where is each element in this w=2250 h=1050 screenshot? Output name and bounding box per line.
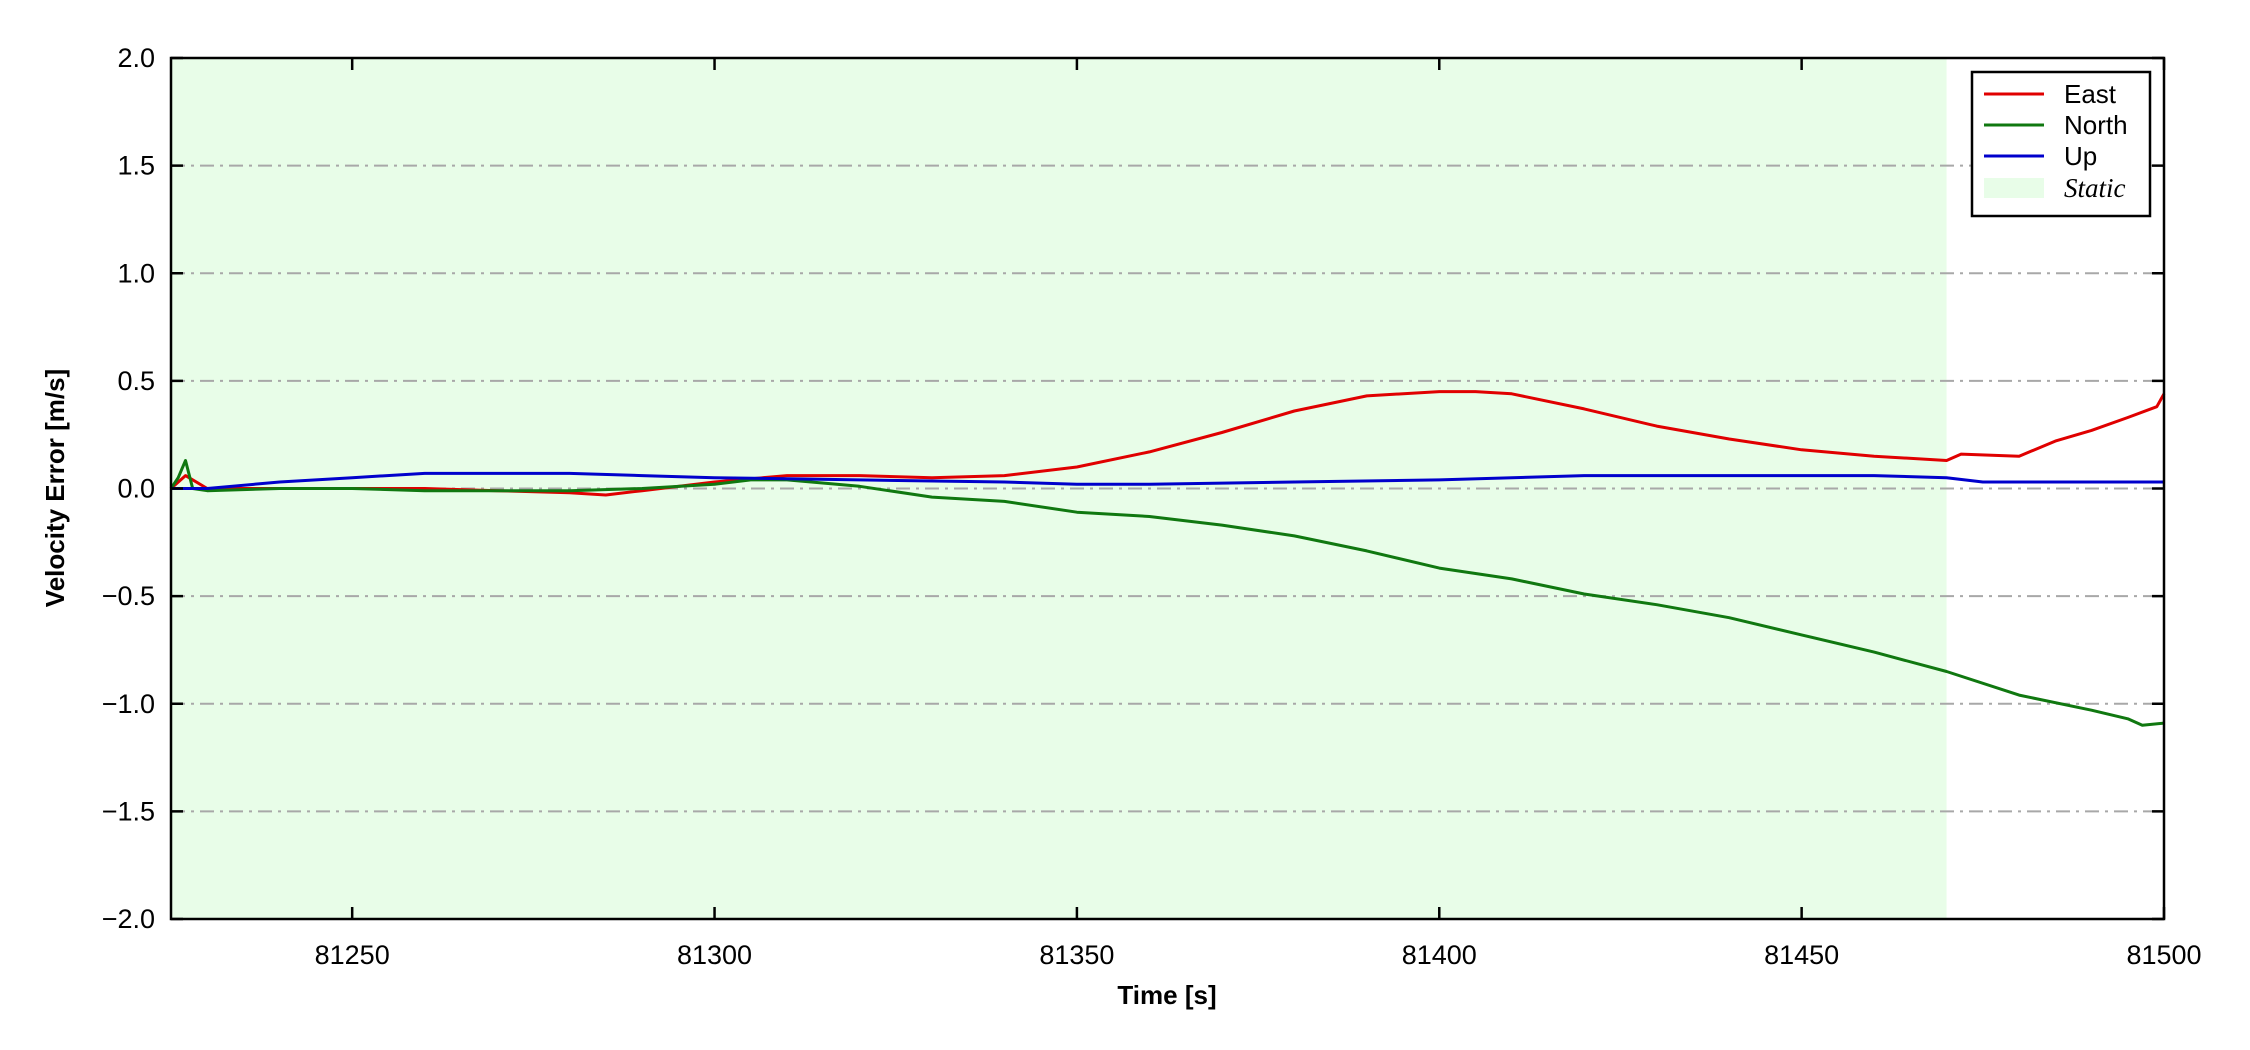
x-tick-label: 81400	[1402, 940, 1477, 970]
y-axis-label: Velocity Error [m/s]	[40, 369, 70, 607]
series-line-north	[169, 459, 2165, 727]
y-tick-label: 2.0	[117, 43, 155, 73]
plot-frame	[169, 56, 2166, 921]
x-tick-label: 81250	[315, 940, 390, 970]
x-tick-labels: 81250 81300 81350 81400 81450 81500	[315, 940, 2202, 970]
y-tick-label: 1.0	[117, 258, 155, 288]
y-tick-label: 0.5	[117, 366, 155, 396]
y-tick-label: −2.0	[102, 904, 155, 934]
legend-label-east: East	[2064, 79, 2117, 109]
gridlines	[171, 164, 2164, 813]
x-tick-label: 81350	[1039, 940, 1114, 970]
y-tick-label: 1.5	[117, 151, 155, 181]
x-axis-label: Time [s]	[1117, 980, 1216, 1010]
legend-label-static: Static	[2064, 173, 2126, 203]
x-tick-label: 81300	[677, 940, 752, 970]
y-tick-label: −1.5	[102, 796, 155, 826]
y-tick-label: 0.0	[117, 474, 155, 504]
y-tick-labels: 2.0 1.5 1.0 0.5 0.0 −0.5 −1.0 −1.5 −2.0	[102, 43, 155, 934]
y-tick-label: −1.0	[102, 689, 155, 719]
x-tick-label: 81500	[2126, 940, 2201, 970]
legend-swatch-static	[1984, 178, 2044, 198]
legend-label-up: Up	[2064, 141, 2097, 171]
series-lines	[169, 390, 2166, 727]
x-tick-label: 81450	[1764, 940, 1839, 970]
legend: East North Up Static	[1970, 70, 2152, 218]
series-line-up	[171, 471, 2164, 490]
legend-label-north: North	[2064, 110, 2128, 140]
y-tick-label: −0.5	[102, 581, 155, 611]
